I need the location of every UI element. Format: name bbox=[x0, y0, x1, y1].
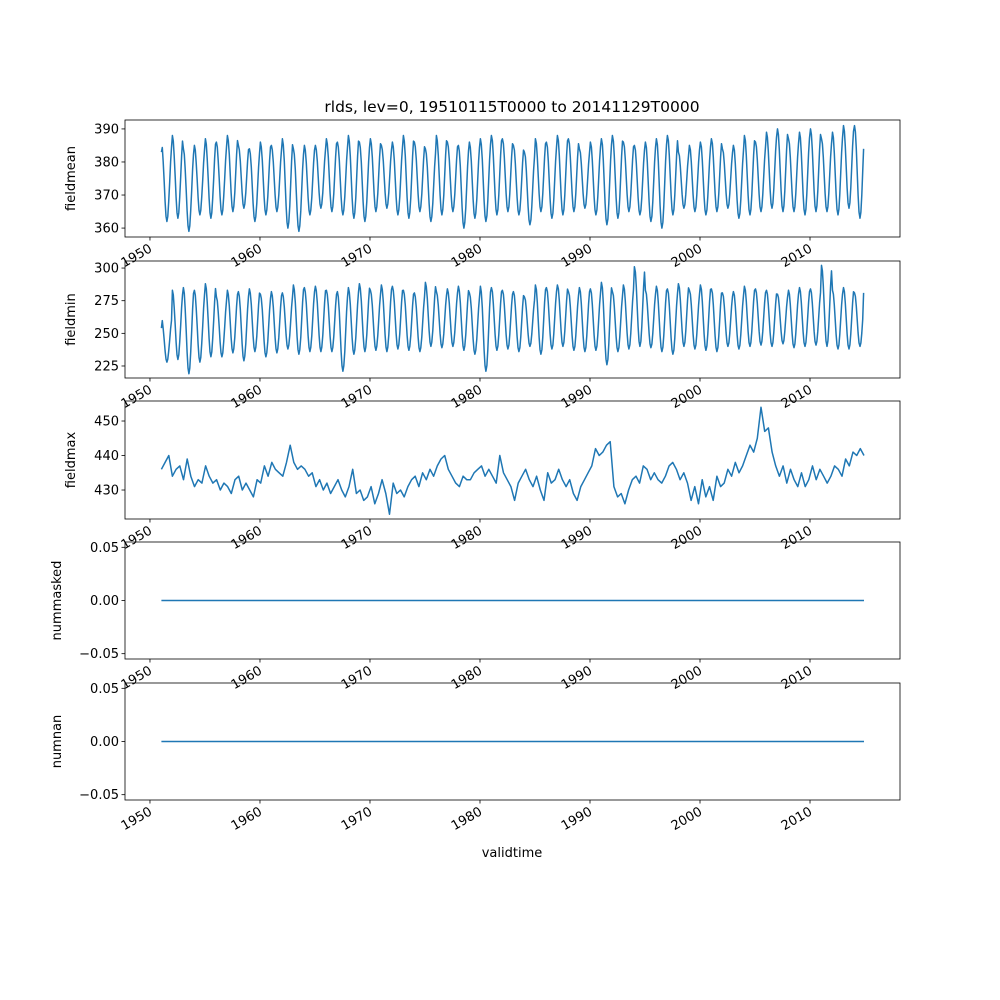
y-tick-label: 450 bbox=[94, 415, 119, 430]
y-tick-label: 250 bbox=[94, 327, 119, 342]
y-tick-label: 380 bbox=[94, 155, 119, 170]
series-line-fieldmax bbox=[160, 406, 865, 515]
y-axis-label: fieldmean bbox=[64, 146, 79, 211]
y-tick-label: −0.05 bbox=[79, 788, 119, 803]
series-line-fieldmin bbox=[160, 264, 865, 375]
y-tick-label: 390 bbox=[94, 122, 119, 137]
axes-frame bbox=[124, 260, 901, 379]
chart-title: rlds, lev=0, 19510115T0000 to 20141129T0… bbox=[324, 98, 699, 116]
y-tick-label: 0.00 bbox=[90, 594, 119, 609]
y-tick-label: 300 bbox=[94, 262, 119, 277]
y-tick-label: 360 bbox=[94, 222, 119, 237]
series-line-fieldmean bbox=[160, 124, 865, 233]
y-axis-label: fieldmin bbox=[64, 293, 79, 346]
y-axis-label: nummasked bbox=[50, 561, 65, 641]
y-tick-label: 370 bbox=[94, 189, 119, 204]
y-tick-label: 0.05 bbox=[90, 682, 119, 697]
axes-frame bbox=[124, 400, 901, 520]
y-tick-label: 275 bbox=[94, 294, 119, 309]
y-tick-label: 225 bbox=[94, 359, 119, 374]
y-tick-label: 430 bbox=[94, 484, 119, 499]
y-tick-label: 0.05 bbox=[90, 541, 119, 556]
y-tick-label: 440 bbox=[94, 449, 119, 464]
y-tick-label: −0.05 bbox=[79, 647, 119, 662]
x-axis-label: validtime bbox=[482, 846, 543, 861]
axes-frame bbox=[124, 119, 901, 238]
y-axis-label: fieldmax bbox=[64, 432, 79, 489]
y-tick-label: 0.00 bbox=[90, 735, 119, 750]
y-axis-label: numnan bbox=[50, 715, 65, 769]
